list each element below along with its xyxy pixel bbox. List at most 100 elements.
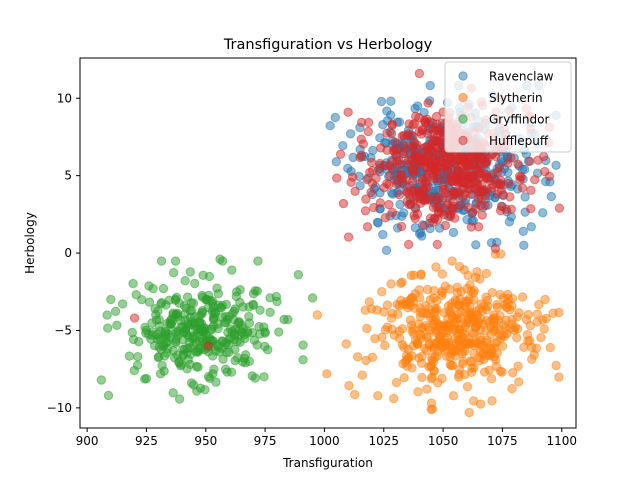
data-point (153, 306, 163, 316)
data-point (491, 355, 501, 365)
data-point (409, 329, 419, 339)
data-point (156, 256, 167, 266)
data-point (486, 347, 497, 358)
data-point (445, 359, 455, 370)
data-point (414, 126, 424, 137)
y-tick-label: −10 (47, 401, 72, 415)
data-point (518, 226, 529, 237)
data-point (367, 178, 378, 189)
data-point (232, 353, 243, 363)
x-tick-label: 1025 (368, 434, 399, 448)
data-point (298, 355, 308, 365)
data-point (375, 163, 385, 174)
data-point (96, 375, 107, 385)
data-point (332, 173, 342, 183)
data-point (525, 204, 536, 214)
data-point (519, 342, 529, 353)
data-point (545, 342, 555, 353)
data-point (486, 322, 496, 332)
data-point (468, 396, 479, 406)
data-point (431, 262, 441, 272)
data-point (466, 171, 476, 181)
data-point (190, 278, 200, 289)
y-axis-ticks: −10 −5 0 5 10 (47, 91, 80, 415)
data-point (492, 299, 502, 310)
data-point (410, 103, 420, 114)
data-point (158, 283, 169, 294)
data-point (538, 208, 548, 218)
x-axis-ticks: 900 925 950 975 1000 1025 1050 1075 1100 (76, 428, 577, 448)
legend-marker (458, 135, 468, 146)
data-point (102, 310, 112, 320)
data-point (188, 331, 198, 342)
data-point (338, 140, 348, 151)
data-point (431, 339, 441, 349)
data-point (534, 299, 544, 310)
data-point (472, 178, 482, 188)
data-point (463, 184, 474, 194)
data-point (330, 112, 340, 123)
data-point (363, 126, 373, 137)
data-point (384, 199, 394, 210)
data-point (410, 288, 420, 299)
data-point (420, 301, 431, 311)
data-point (247, 371, 257, 381)
data-point (203, 302, 214, 313)
legend-label: Slytherin (489, 91, 543, 105)
data-point (505, 192, 515, 202)
data-point (209, 308, 219, 319)
data-point (378, 119, 388, 130)
data-point (450, 318, 460, 328)
data-point (519, 240, 529, 251)
data-point (394, 190, 404, 200)
data-point (405, 315, 416, 325)
data-point (425, 165, 435, 175)
data-point (508, 367, 518, 378)
data-point (182, 292, 193, 302)
data-point (386, 96, 396, 106)
data-point (387, 207, 398, 218)
series-slytherin (312, 249, 564, 418)
data-point (417, 174, 428, 184)
data-point (428, 357, 439, 367)
data-point (426, 404, 436, 415)
data-point (201, 330, 211, 341)
data-point (203, 341, 213, 351)
data-point (377, 286, 387, 297)
data-point (265, 307, 275, 318)
data-point (215, 254, 225, 264)
data-point (526, 185, 536, 196)
data-point (460, 346, 470, 356)
data-point (481, 268, 492, 279)
data-point (174, 394, 185, 404)
x-tick-label: 925 (135, 434, 158, 448)
data-point (448, 390, 459, 401)
data-point (492, 179, 502, 189)
data-point (448, 176, 459, 186)
data-point (398, 208, 409, 218)
data-point (260, 341, 270, 352)
data-point (446, 310, 457, 321)
data-point (495, 205, 506, 216)
data-point (386, 279, 396, 289)
data-point (171, 292, 182, 303)
x-tick-label: 1100 (546, 434, 577, 448)
data-point (530, 175, 540, 185)
data-point (248, 300, 259, 310)
data-point (103, 390, 114, 401)
y-tick-label: −5 (54, 323, 72, 337)
data-point (490, 243, 501, 254)
data-point (178, 344, 188, 354)
data-point (376, 96, 387, 107)
data-point (185, 306, 195, 316)
data-point (364, 297, 375, 307)
data-point (422, 384, 432, 394)
data-point (386, 313, 397, 323)
data-point (185, 267, 195, 277)
data-point (434, 206, 444, 217)
data-point (182, 364, 192, 374)
data-point (274, 327, 284, 337)
data-point (397, 324, 408, 334)
data-point (497, 367, 507, 377)
data-point (448, 227, 459, 238)
